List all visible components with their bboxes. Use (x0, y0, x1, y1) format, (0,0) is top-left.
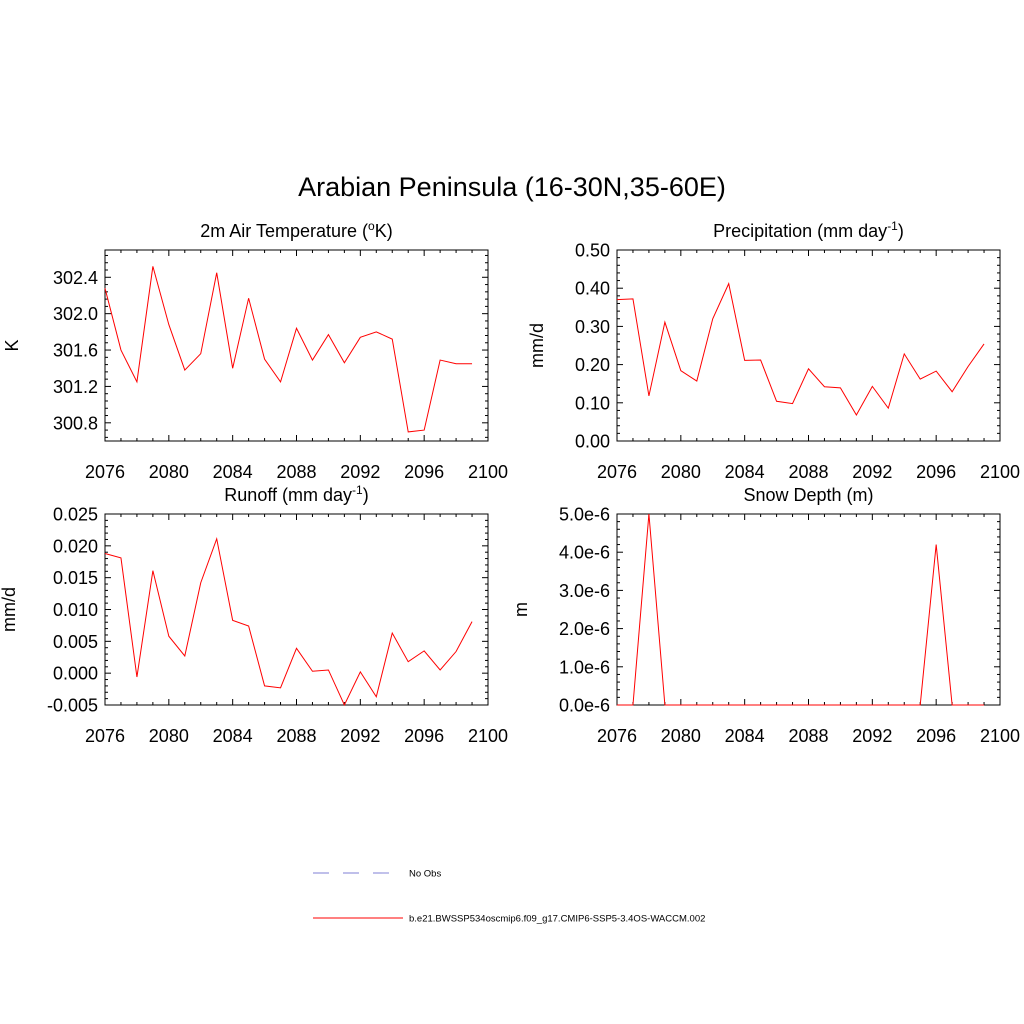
panel-snow-depth: 2076 2080 2084 2088 2092 2096 2100 5.0e-6 4.0e-6… (511, 485, 1020, 746)
runoff-x-tick-label: 2088 (276, 726, 316, 746)
air-temperature-y-tick-label: 301.6 (53, 341, 98, 361)
precipitation-x-tick-label: 2076 (597, 462, 637, 482)
precipitation-panel-title: Precipitation (mm day-1) (713, 219, 904, 241)
air-temperature-panel-title-main: 2m Air Temperature ( (200, 221, 368, 241)
snow-depth-panel-title: Snow Depth (m) (743, 485, 873, 505)
panel-runoff: 2076 2080 2084 2088 2092 2096 2100 0.025 0.020 0.… (0, 483, 508, 746)
air-temperature-x-tick-label: 2076 (85, 462, 125, 482)
snow-depth-x-tick-label: 2092 (852, 726, 892, 746)
precipitation-x-tick-label: 2092 (852, 462, 892, 482)
runoff-y-tick-label: 0.020 (53, 536, 98, 556)
air-temperature-y-tick-label: 301.2 (53, 377, 98, 397)
runoff-panel-title: Runoff (mm day-1) (224, 483, 368, 505)
precipitation-x-tick-label: 2100 (980, 462, 1020, 482)
precipitation-series-line (616, 282, 985, 417)
precipitation-y-tick-label: 0.20 (575, 355, 610, 375)
air-temperature-panel-title-sup: o (368, 219, 375, 233)
air-temperature-x-tick-label: 2092 (340, 462, 380, 482)
legend: No Obs b.e21.BWSSP534oscmip6.f09_g17.CMI… (313, 869, 705, 925)
snow-depth-y-tick-label: 5.0e-6 (559, 505, 610, 525)
figure-title: Arabian Peninsula (16-30N,35-60E) (298, 172, 726, 202)
runoff-x-tick-label: 2080 (149, 726, 189, 746)
air-temperature-plot-frame (104, 249, 489, 442)
air-temperature-x-tick-label: 2080 (149, 462, 189, 482)
air-temperature-y-tick-label: 300.8 (53, 413, 98, 433)
runoff-series-line (104, 536, 473, 707)
runoff-x-tick-label: 2100 (468, 726, 508, 746)
runoff-y-axis-label: mm/d (0, 587, 19, 632)
air-temperature-y-tick-label: 302.4 (53, 268, 98, 288)
runoff-y-tick-label: 0.015 (53, 568, 98, 588)
snow-depth-x-tick-label: 2088 (788, 726, 828, 746)
runoff-y-tick-label: 0.005 (53, 632, 98, 652)
snow-depth-x-tick-label: 2100 (980, 726, 1020, 746)
air-temperature-x-tick-label: 2084 (213, 462, 253, 482)
precipitation-y-tick-label: 0.00 (575, 432, 610, 452)
snow-depth-x-tick-label: 2080 (661, 726, 701, 746)
runoff-x-tick-label: 2076 (85, 726, 125, 746)
snow-depth-y-axis-label: m (511, 602, 531, 617)
precipitation-panel-title-end: ) (898, 221, 904, 241)
legend-obs-label: No Obs (409, 869, 441, 880)
precipitation-x-tick-label: 2088 (788, 462, 828, 482)
air-temperature-panel-title-end: K) (375, 221, 393, 241)
runoff-panel-title-end: ) (363, 485, 369, 505)
runoff-y-tick-label: 0.010 (53, 600, 98, 620)
precipitation-y-axis-label: mm/d (527, 323, 547, 368)
snow-depth-y-tick-label: 1.0e-6 (559, 657, 610, 677)
precipitation-plot-frame (616, 249, 1001, 442)
air-temperature-x-tick-label: 2096 (404, 462, 444, 482)
snow-depth-panel-title-main: Snow Depth (m) (743, 485, 873, 505)
snow-depth-x-tick-label: 2084 (725, 726, 765, 746)
air-temperature-x-tick-label: 2088 (276, 462, 316, 482)
snow-depth-y-tick-label: 0.0e-6 (559, 696, 610, 716)
runoff-x-tick-label: 2096 (404, 726, 444, 746)
legend-model-label: b.e21.BWSSP534oscmip6.f09_g17.CMIP6-SSP5… (409, 914, 705, 925)
snow-depth-series-line (617, 513, 985, 706)
runoff-y-tick-label: 0.025 (53, 505, 98, 525)
snow-depth-y-tick-label: 3.0e-6 (559, 581, 610, 601)
runoff-panel-title-sup: -1 (352, 483, 363, 497)
panel-air-temperature: 2076 2080 2084 2088 2092 2096 2100 302.4 302.0 30… (2, 219, 508, 482)
precipitation-y-tick-label: 0.10 (575, 393, 610, 413)
air-temperature-panel-title: 2m Air Temperature (oK) (200, 219, 392, 241)
runoff-panel-title-main: Runoff (mm day (224, 485, 352, 505)
snow-depth-x-tick-label: 2096 (916, 726, 956, 746)
runoff-y-tick-label: 0.000 (53, 664, 98, 684)
precipitation-panel-title-main: Precipitation (mm day (713, 221, 887, 241)
precipitation-x-tick-label: 2080 (661, 462, 701, 482)
precipitation-y-tick-label: 0.40 (575, 279, 610, 299)
precipitation-y-tick-label: 0.30 (575, 317, 610, 337)
precipitation-x-tick-label: 2084 (725, 462, 765, 482)
air-temperature-y-tick-label: 302.0 (53, 304, 98, 324)
snow-depth-x-tick-label: 2076 (597, 726, 637, 746)
snow-depth-y-tick-label: 4.0e-6 (559, 543, 610, 563)
runoff-y-tick-label: -0.005 (47, 696, 98, 716)
panel-precipitation: 2076 2080 2084 2088 2092 2096 2100 0.50 0.40 0.30… (527, 219, 1020, 482)
precipitation-panel-title-sup: -1 (887, 219, 898, 233)
runoff-x-tick-label: 2084 (213, 726, 253, 746)
snow-depth-y-tick-label: 2.0e-6 (559, 619, 610, 639)
air-temperature-x-tick-label: 2100 (468, 462, 508, 482)
precipitation-x-tick-label: 2096 (916, 462, 956, 482)
air-temperature-y-axis-label: K (2, 339, 22, 351)
precipitation-y-tick-label: 0.50 (575, 241, 610, 261)
air-temperature-series-line (104, 266, 473, 433)
runoff-x-tick-label: 2092 (340, 726, 380, 746)
